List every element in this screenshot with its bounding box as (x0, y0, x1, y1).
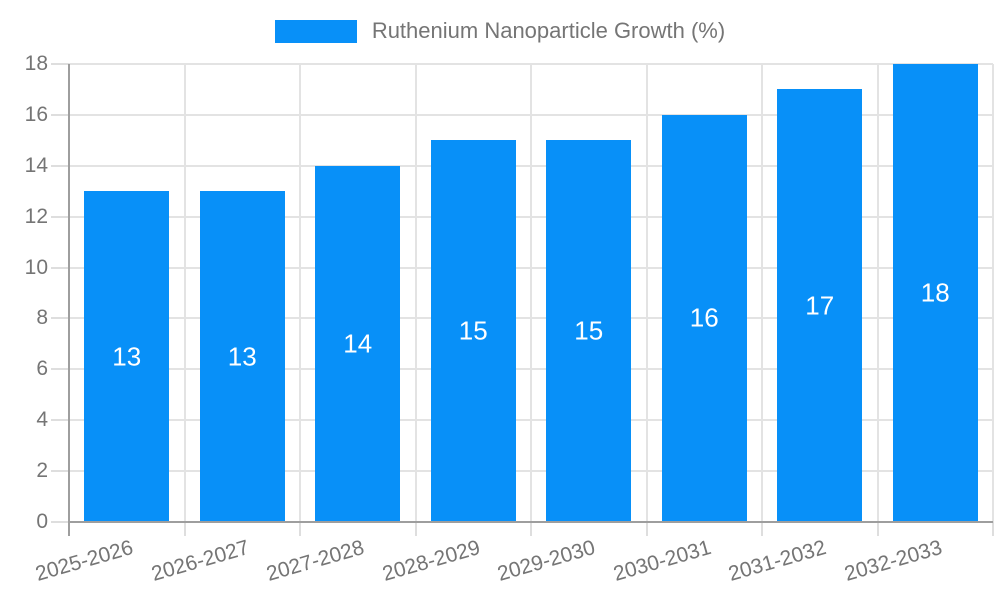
legend-item[interactable]: Ruthenium Nanoparticle Growth (%) (274, 18, 726, 44)
gridline-vertical (761, 64, 763, 522)
gridline-vertical (530, 64, 532, 522)
x-axis-tick (183, 522, 186, 536)
bar-value-label: 18 (920, 277, 950, 308)
y-axis-label: 6 (36, 357, 48, 381)
bar[interactable]: 15 (430, 140, 516, 522)
x-axis-label: 2030-2031 (610, 536, 714, 586)
x-axis-label: 2027-2028 (264, 536, 368, 586)
bar[interactable]: 13 (199, 191, 285, 522)
y-axis-line (68, 64, 70, 536)
bar[interactable]: 14 (315, 165, 401, 522)
y-axis-label: 16 (24, 102, 48, 126)
gridline-vertical (414, 64, 417, 522)
gridline-vertical (299, 64, 301, 522)
legend-swatch-icon (274, 19, 357, 43)
y-axis-label: 2 (36, 459, 48, 483)
y-axis-tick (51, 368, 69, 371)
y-axis-label: 12 (24, 204, 48, 228)
y-axis-tick (51, 215, 69, 218)
legend-label: Ruthenium Nanoparticle Growth (%) (371, 18, 726, 43)
bar-value-label: 16 (689, 302, 719, 333)
gridline-vertical (645, 64, 648, 522)
bar-value-label: 13 (112, 341, 142, 372)
bar-value-label: 13 (227, 341, 257, 372)
x-axis-tick (876, 522, 879, 536)
x-axis-tick (992, 522, 994, 536)
plot-area: 13 13 14 15 15 16 17 18 (69, 63, 994, 522)
y-axis-label: 4 (36, 408, 48, 432)
bar[interactable]: 13 (84, 191, 170, 522)
bar-value-label: 15 (458, 315, 488, 346)
bar-value-label: 15 (574, 315, 604, 346)
y-axis-tick (51, 113, 69, 116)
y-axis-label: 10 (24, 255, 48, 279)
y-axis-tick (51, 63, 69, 65)
x-axis-tick (299, 522, 301, 536)
y-axis-label: 14 (24, 153, 48, 177)
bar-value-label: 14 (343, 328, 373, 359)
x-axis-label: 2031-2032 (726, 536, 830, 586)
y-axis-label: 8 (36, 306, 48, 330)
bar[interactable]: 15 (546, 140, 632, 522)
y-axis-tick (51, 419, 69, 422)
y-axis-tick (51, 317, 69, 320)
x-axis-tick (761, 522, 763, 536)
y-axis-label: 18 (24, 52, 48, 75)
x-axis-tick (414, 522, 417, 536)
y-axis-tick (51, 470, 69, 473)
x-axis-label: 2029-2030 (495, 536, 599, 586)
x-axis-line (69, 521, 993, 523)
x-axis-label: 2028-2029 (379, 536, 483, 586)
x-axis-label: 2032-2033 (841, 536, 945, 586)
gridline-vertical (183, 64, 186, 522)
gridline-vertical (876, 64, 879, 522)
y-axis-tick (51, 521, 69, 523)
bar[interactable]: 16 (661, 114, 747, 522)
bar[interactable]: 17 (777, 89, 863, 522)
y-axis-tick (51, 266, 69, 269)
legend: Ruthenium Nanoparticle Growth (%) (0, 18, 1000, 44)
gridline-vertical (992, 64, 994, 522)
y-axis-tick (51, 164, 69, 167)
x-axis-tick (645, 522, 648, 536)
bar[interactable]: 18 (892, 64, 978, 522)
bar-value-label: 17 (805, 290, 835, 321)
x-axis-label: 2025-2026 (33, 536, 137, 586)
x-axis-label: 2026-2027 (148, 536, 252, 586)
x-axis-tick (530, 522, 532, 536)
y-axis-label: 0 (36, 510, 48, 533)
